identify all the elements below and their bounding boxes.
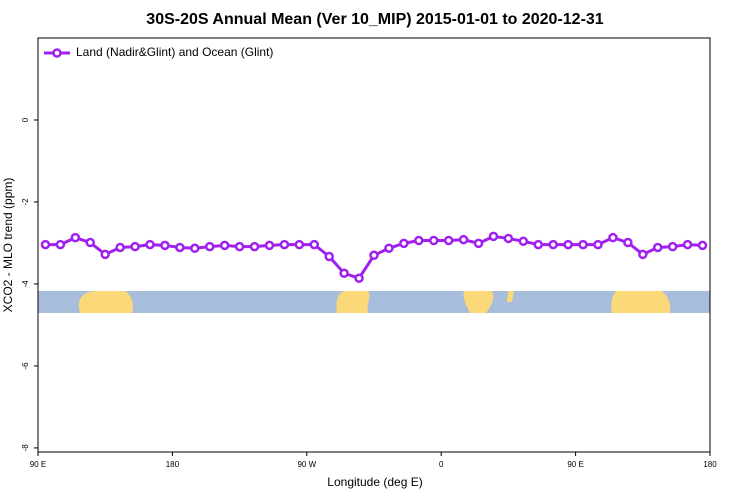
data-point <box>473 238 484 249</box>
x-tick-label: 180 <box>166 460 180 469</box>
data-point <box>623 237 633 248</box>
chart-title: 30S-20S Annual Mean (Ver 10_MIP) 2015-01… <box>146 11 604 28</box>
y-tick-label: -8 <box>21 444 30 452</box>
data-point <box>264 240 275 251</box>
data-point <box>279 239 290 250</box>
data-point <box>219 240 230 251</box>
data-point <box>563 239 573 250</box>
map-background <box>38 291 710 313</box>
data-point <box>443 235 454 246</box>
data-point <box>130 241 140 252</box>
data-point <box>160 240 170 251</box>
data-point <box>458 234 469 245</box>
y-tick-label: -4 <box>21 280 30 288</box>
data-point <box>638 249 648 260</box>
legend-label: Land (Nadir&Glint) and Ocean (Glint) <box>76 45 273 59</box>
data-point <box>190 243 200 254</box>
data-point <box>652 242 663 253</box>
x-tick-label: 90 E <box>30 460 46 469</box>
data-point <box>324 251 334 262</box>
y-axis-label: XCO2 - MLO trend (ppm) <box>1 178 15 313</box>
data-point <box>55 239 66 250</box>
data-point <box>399 238 409 249</box>
data-point <box>234 241 245 252</box>
data-point <box>85 237 96 248</box>
data-point <box>249 241 260 252</box>
data-point <box>428 235 439 246</box>
data-point <box>593 239 603 250</box>
data-point <box>548 239 558 250</box>
x-tick-label: 90 E <box>567 460 583 469</box>
data-point <box>339 268 349 279</box>
data-point <box>518 236 529 247</box>
data-point <box>369 250 379 260</box>
data-point <box>204 241 215 252</box>
data-point <box>503 233 514 244</box>
data-point <box>40 239 51 250</box>
data-point <box>100 249 110 260</box>
data-point <box>175 242 185 253</box>
data-point <box>115 242 125 253</box>
data-point <box>667 241 678 252</box>
data-point <box>145 239 155 250</box>
x-tick-label: 0 <box>439 460 444 469</box>
data-point <box>384 243 394 254</box>
y-tick-label: 0 <box>21 117 30 122</box>
data-point <box>294 239 305 250</box>
x-tick-label: 180 <box>703 460 717 469</box>
data-point <box>488 231 499 242</box>
data-point <box>697 240 708 251</box>
x-axis-label: Longitude (deg E) <box>327 475 422 489</box>
data-point <box>70 232 81 243</box>
plot-frame <box>37 37 711 453</box>
legend-marker <box>52 48 62 58</box>
data-point <box>309 239 320 250</box>
x-tick-label: 90 W <box>297 460 316 469</box>
data-point <box>608 232 618 243</box>
data-point <box>354 273 364 283</box>
y-tick-label: -2 <box>21 198 30 206</box>
data-point <box>533 239 544 250</box>
data-point <box>682 239 693 250</box>
data-point <box>414 235 424 246</box>
data-point <box>578 239 588 250</box>
y-tick-label: -6 <box>21 362 30 370</box>
